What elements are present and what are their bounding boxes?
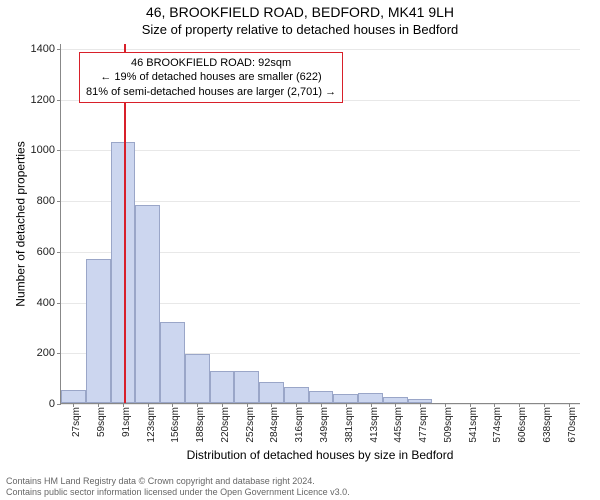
histogram-bar	[210, 371, 235, 403]
chart-container: 46, BROOKFIELD ROAD, BEDFORD, MK41 9LH S…	[0, 0, 600, 500]
xtick-label: 123sqm	[146, 407, 157, 443]
histogram-bar	[284, 387, 309, 403]
ytick-label: 400	[37, 297, 55, 309]
footer-line-1: Contains HM Land Registry data © Crown c…	[6, 476, 594, 487]
histogram-bar	[333, 394, 358, 403]
x-axis-label: Distribution of detached houses by size …	[60, 448, 580, 462]
xtick-label: 220sqm	[220, 407, 231, 443]
ytick-label: 200	[37, 347, 55, 359]
xtick-label: 316sqm	[294, 407, 305, 443]
histogram-bar	[309, 391, 334, 403]
y-axis-label: Number of detached properties	[14, 44, 28, 404]
xtick-label: 381sqm	[344, 407, 355, 443]
xtick-label: 91sqm	[121, 407, 132, 437]
page-subtitle: Size of property relative to detached ho…	[0, 22, 600, 37]
xtick-label: 477sqm	[418, 407, 429, 443]
plot-area: 020040060080010001200140027sqm59sqm91sqm…	[60, 44, 580, 404]
ytick-mark	[57, 100, 61, 101]
xtick-label: 252sqm	[245, 407, 256, 443]
histogram-bar	[185, 354, 210, 403]
ytick-label: 0	[49, 398, 55, 410]
page-title: 46, BROOKFIELD ROAD, BEDFORD, MK41 9LH	[0, 4, 600, 20]
xtick-label: 27sqm	[71, 407, 82, 437]
ytick-mark	[57, 49, 61, 50]
ytick-label: 800	[37, 195, 55, 207]
footer: Contains HM Land Registry data © Crown c…	[0, 476, 600, 499]
gridline	[61, 49, 580, 50]
ytick-mark	[57, 404, 61, 405]
gridline	[61, 150, 580, 151]
callout-box: 46 BROOKFIELD ROAD: 92sqm ← 19% of detac…	[79, 52, 343, 103]
xtick-label: 413sqm	[369, 407, 380, 443]
callout-line-1: 46 BROOKFIELD ROAD: 92sqm	[86, 56, 336, 70]
xtick-label: 541sqm	[468, 407, 479, 443]
histogram-bar	[160, 322, 185, 403]
histogram-bar	[358, 393, 383, 403]
footer-line-2: Contains public sector information licen…	[6, 487, 594, 498]
xtick-label: 509sqm	[443, 407, 454, 443]
xtick-label: 156sqm	[170, 407, 181, 443]
xtick-label: 445sqm	[393, 407, 404, 443]
histogram-bar	[61, 390, 86, 403]
ytick-mark	[57, 150, 61, 151]
xtick-label: 606sqm	[517, 407, 528, 443]
xtick-label: 349sqm	[319, 407, 330, 443]
xtick-label: 670sqm	[567, 407, 578, 443]
ytick-label: 1200	[31, 94, 55, 106]
xtick-label: 284sqm	[269, 407, 280, 443]
histogram-bar	[234, 371, 259, 403]
ytick-label: 1000	[31, 144, 55, 156]
ytick-mark	[57, 201, 61, 202]
histogram-bar	[86, 259, 111, 404]
callout-line-2: ← 19% of detached houses are smaller (62…	[86, 70, 336, 84]
xtick-label: 59sqm	[96, 407, 107, 437]
xtick-label: 188sqm	[195, 407, 206, 443]
xtick-label: 574sqm	[492, 407, 503, 443]
callout-line-3: 81% of semi-detached houses are larger (…	[86, 85, 336, 99]
ytick-label: 1400	[31, 43, 55, 55]
xtick-label: 638sqm	[542, 407, 553, 443]
histogram-bar	[135, 205, 160, 403]
ytick-mark	[57, 252, 61, 253]
gridline	[61, 201, 580, 202]
histogram-bar	[259, 382, 284, 403]
ytick-mark	[57, 353, 61, 354]
ytick-mark	[57, 303, 61, 304]
ytick-label: 600	[37, 246, 55, 258]
